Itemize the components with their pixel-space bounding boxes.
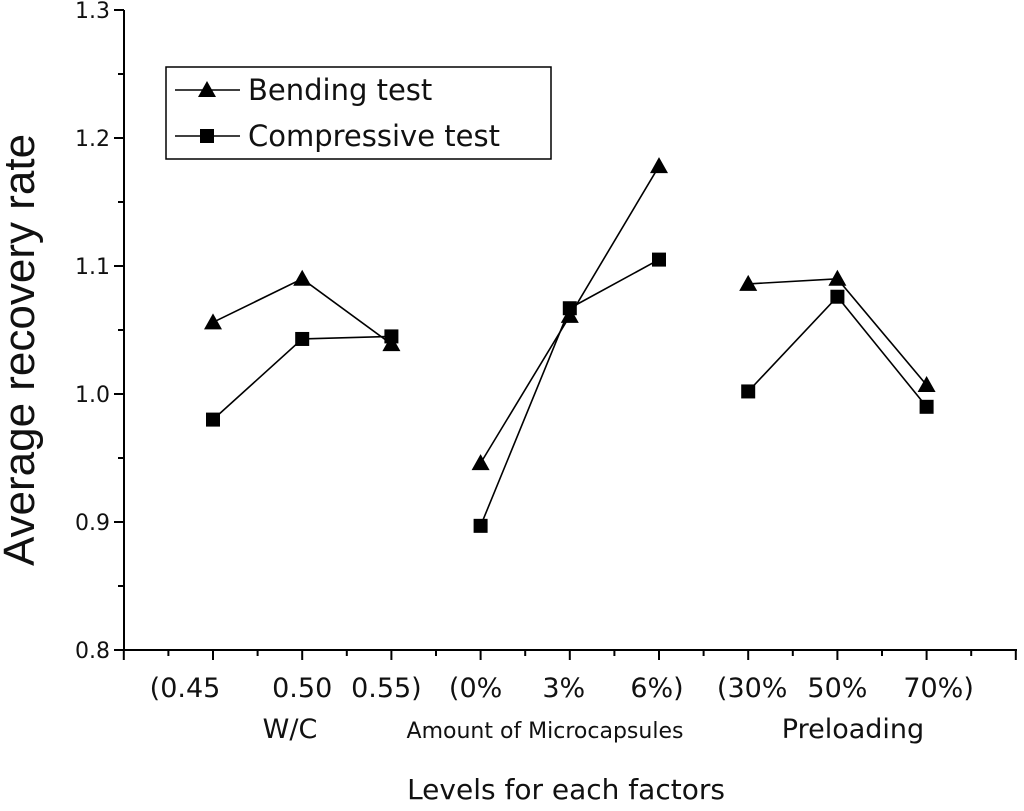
- x-category-label: 0.50: [272, 673, 332, 704]
- compressive-test-legend-label: Compressive test: [248, 119, 500, 153]
- compressive-test-point: [562, 301, 577, 316]
- bending-test-point: [917, 376, 936, 393]
- group-label: Preloading: [782, 714, 924, 745]
- x-category-label: 3%: [542, 673, 585, 704]
- compressive-test-line: [747, 295, 928, 408]
- compressive-test-line: [479, 258, 660, 527]
- compressive-test-point: [741, 384, 756, 399]
- compressive-test-point: [652, 252, 666, 267]
- y-tick-label: 1.1: [75, 255, 110, 280]
- bending-test-legend-marker: [198, 81, 216, 97]
- bending-test-point: [471, 454, 490, 471]
- compressive-test-point: [295, 331, 310, 346]
- x-category-label: (30%: [717, 673, 788, 704]
- bending-test-point: [204, 313, 222, 330]
- y-tick-label: 1.3: [75, 0, 110, 24]
- compressive-test-point: [919, 399, 934, 414]
- x-axis-label: Levels for each factors: [407, 773, 725, 806]
- compressive-test-point: [473, 518, 488, 533]
- x-category-label: 50%: [807, 673, 867, 704]
- series-markers: [204, 157, 936, 533]
- compressive-test-point: [830, 289, 845, 304]
- group-label: W/C: [263, 714, 318, 745]
- y-tick-label: 1.0: [75, 383, 110, 408]
- y-tick-label: 0.8: [75, 639, 110, 664]
- x-category-labels: (0.45 0.50 0.55) (0% 3% 6%) (30% 50% 70%): [150, 673, 974, 704]
- bending-test-legend-label: Bending test: [248, 73, 432, 107]
- series-lines: [212, 165, 928, 527]
- x-category-label: 70%): [903, 673, 974, 704]
- legend-box: [165, 66, 552, 160]
- y-axis-ticks: 0.8 0.9 1.0 1.1 1.2 1.3: [75, 0, 124, 664]
- x-category-label: (0%: [449, 673, 502, 704]
- legend: Bending test Compressive test: [165, 66, 552, 160]
- compressive-test-line: [212, 335, 392, 421]
- bending-test-point: [293, 269, 312, 286]
- y-tick-label: 0.9: [75, 511, 110, 536]
- compressive-test-point: [384, 329, 399, 344]
- y-tick-label: 1.2: [75, 127, 110, 152]
- compressive-test-legend-marker: [200, 129, 214, 143]
- bending-test-point: [739, 274, 758, 291]
- x-category-label: (0.45: [150, 673, 221, 704]
- bending-test-point: [828, 269, 847, 286]
- group-labels: W/C Amount of Microcapsules Preloading: [263, 714, 925, 745]
- group-label: Amount of Microcapsules: [407, 719, 684, 744]
- x-category-label: 6%): [630, 673, 683, 704]
- x-category-label: 0.55): [351, 673, 422, 704]
- x-axis-ticks: [122, 650, 1017, 660]
- compressive-test-point: [206, 412, 220, 427]
- y-axis-label: Average recovery rate: [0, 134, 44, 566]
- bending-test-point: [650, 157, 668, 174]
